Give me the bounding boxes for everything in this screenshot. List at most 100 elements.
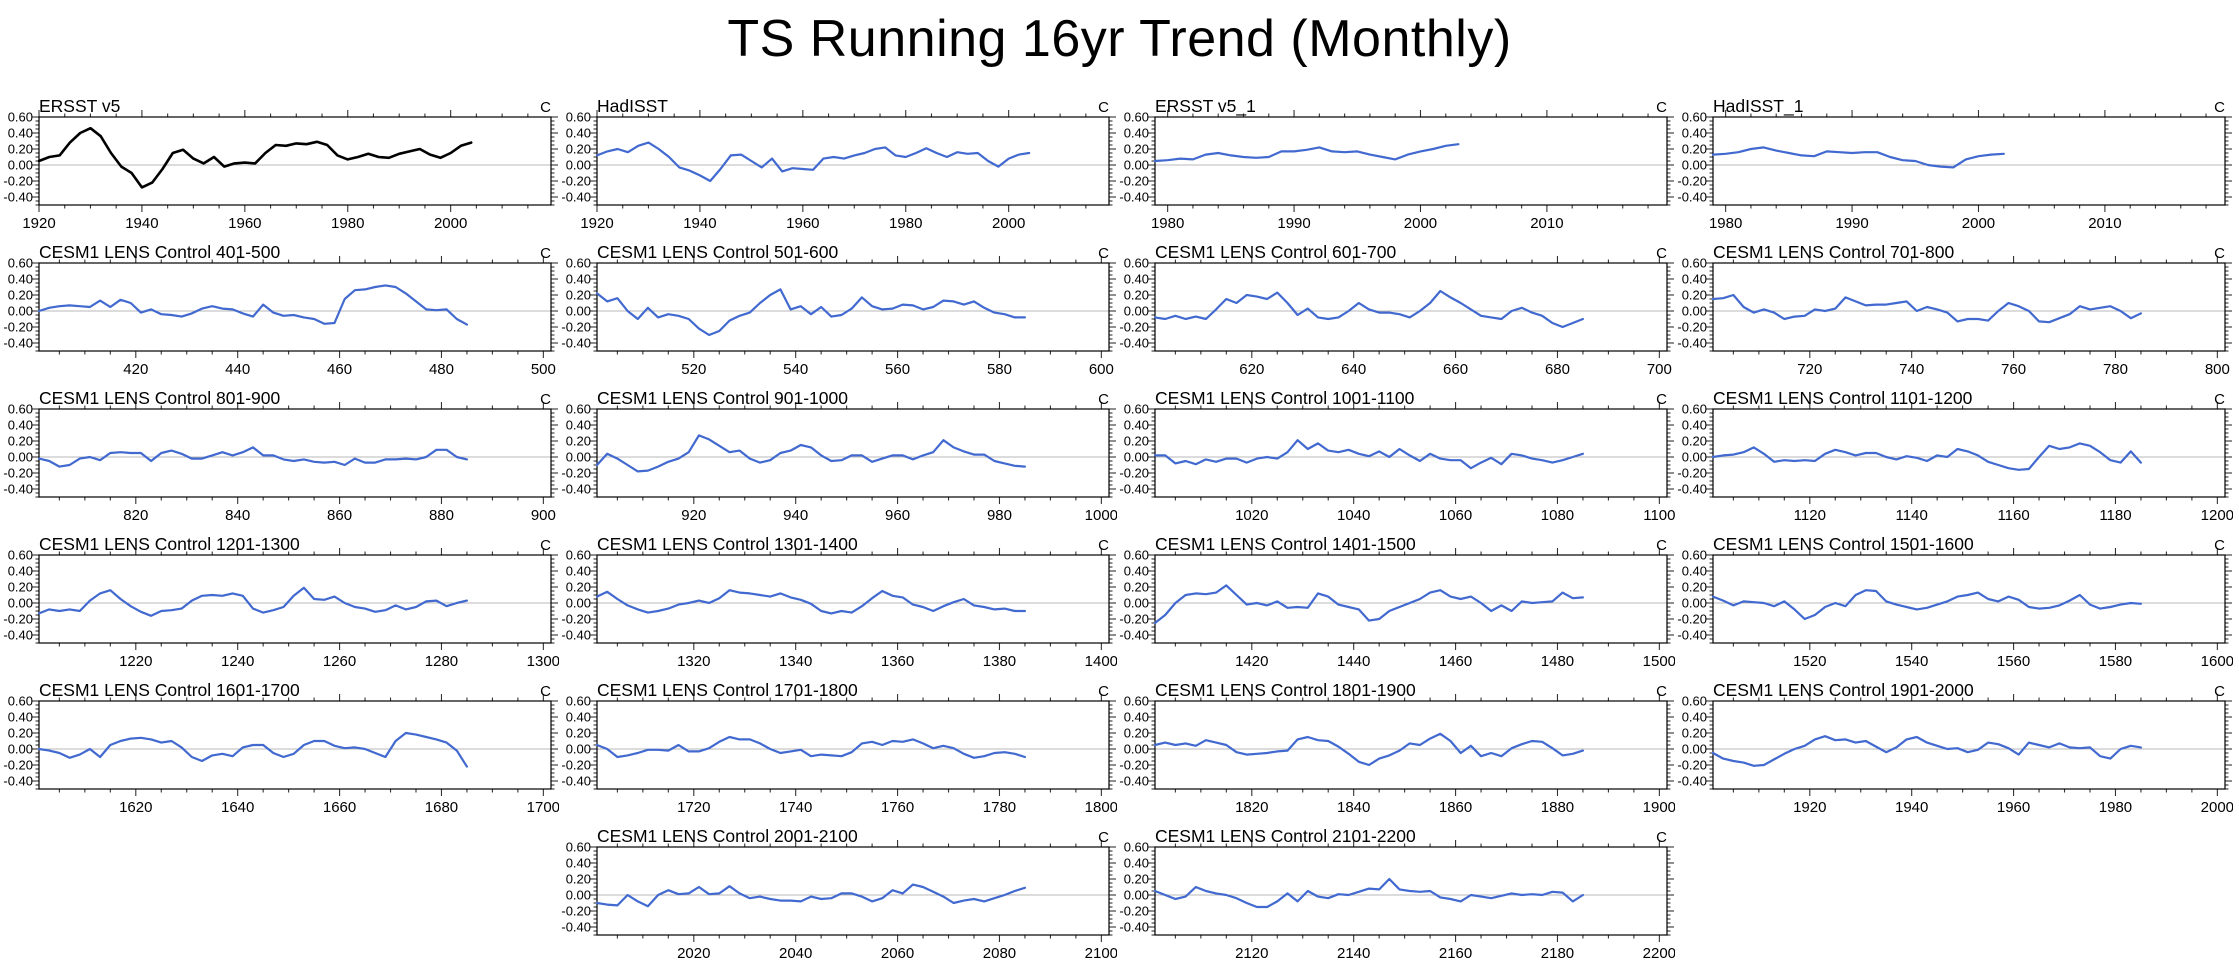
y-tick-label: 0.20	[1682, 142, 1707, 157]
x-tick-labels: 1120 1140 1160 1180 1200	[1794, 507, 2234, 524]
y-tick-label: -0.20	[1677, 466, 1707, 481]
y-tick-label: 0.40	[566, 272, 591, 287]
y-tick-label: 0.40	[1682, 564, 1707, 579]
unit-label: C	[1098, 391, 1109, 408]
y-tick-label: 0.20	[1124, 288, 1149, 303]
x-tick-label: 1760	[881, 799, 914, 816]
trend-panel: 0.60 0.40 0.20 0.00 -0.20 -0.40 820 840 860 880 90…	[1, 388, 559, 535]
y-tick-label: 0.00	[1682, 304, 1707, 319]
panel-title: CESM1 LENS Control 701-800	[1713, 243, 1954, 262]
y-tick-label: 0.60	[8, 548, 33, 563]
y-tick-labels: 0.600.400.200.00-0.20-0.40	[3, 110, 33, 205]
x-tick-labels: 1020 1040 1060 1080 1100	[1235, 507, 1675, 524]
trend-line	[1711, 589, 2142, 621]
y-tick-labels: 0.600.400.200.00-0.20-0.40	[1119, 840, 1149, 935]
y-tick-label: -0.40	[1677, 190, 1707, 205]
trend-panel: 0.60 0.40 0.20 0.00 -0.20 -0.40 2120 2140 2160 21…	[1117, 826, 1676, 973]
y-tick-label: -0.20	[1677, 320, 1707, 335]
y-tick-label: -0.20	[1119, 758, 1149, 773]
x-tick-labels: 1820 1840 1860 1880 1900	[1235, 799, 1676, 816]
x-tick-label: 500	[531, 361, 556, 378]
unit-label: C	[2214, 537, 2225, 554]
y-tick-labels: 0.600.400.200.00-0.20-0.40	[1119, 548, 1149, 643]
trend-panel: 0.60 0.40 0.20 0.00 -0.20 -0.40 1920 1940 1960 19…	[1675, 680, 2234, 827]
plot-group: 0.600.400.200.00-0.20-0.40 620 640 660 680 70…	[1119, 242, 1674, 378]
x-tick-label: 600	[1089, 361, 1114, 378]
trend-panel: 0.60 0.40 0.20 0.00 -0.20 -0.40 1120 1140 1160 11…	[1675, 388, 2234, 535]
trend-line	[1153, 877, 1584, 909]
x-tick-label: 1380	[983, 653, 1016, 670]
y-tick-label: 0.20	[566, 726, 591, 741]
y-tick-label: 0.20	[8, 288, 33, 303]
panel-title: CESM1 LENS Control 1801-1900	[1155, 681, 1416, 700]
x-tick-label: 900	[531, 507, 556, 524]
y-tick-label: -0.20	[3, 466, 33, 481]
trend-line	[37, 731, 468, 768]
x-tick-label: 2100	[1085, 945, 1117, 962]
y-tick-labels: 0.600.400.200.00-0.20-0.40	[1119, 256, 1149, 351]
x-tick-label: 1180	[2099, 507, 2131, 524]
trend-panel: 0.60 0.40 0.20 0.00 -0.20 -0.40 520 540 560 580 60…	[559, 242, 1117, 389]
x-tick-labels: 920 940 960 980 1000	[681, 507, 1118, 524]
y-tick-label: -0.20	[561, 904, 591, 919]
plot-frame	[1712, 408, 2226, 498]
y-tick-label: 0.60	[1124, 694, 1149, 709]
unit-label: C	[1656, 245, 1667, 262]
y-tick-label: 0.00	[8, 596, 33, 611]
y-tick-label: 0.20	[1682, 434, 1707, 449]
y-tick-label: 0.40	[1124, 564, 1149, 579]
trend-line	[1153, 289, 1584, 329]
y-tick-label: -0.20	[1119, 320, 1149, 335]
plot-group: 0.600.400.200.00-0.20-0.40 820 840 860 880 90…	[3, 388, 558, 524]
trend-panel: 0.60 0.40 0.20 0.00 -0.20 -0.40 1020 1040 1060 10…	[1117, 388, 1675, 535]
panel-title: CESM1 LENS Control 401-500	[39, 243, 280, 262]
axis-ticks	[1706, 548, 2232, 650]
x-tick-label: 1980	[1151, 215, 1184, 232]
plot-frame	[38, 700, 552, 790]
y-tick-labels: 0.600.400.200.00-0.20-0.40	[561, 256, 591, 351]
x-tick-labels: 720 740 760 780 800	[1797, 361, 2230, 378]
y-tick-label: 0.40	[566, 710, 591, 725]
y-tick-label: 0.60	[566, 256, 591, 271]
y-tick-label: -0.20	[3, 320, 33, 335]
x-tick-label: 1020	[1235, 507, 1268, 524]
trend-panel: 0.60 0.40 0.20 0.00 -0.20 -0.40 1220 1240 1260 12…	[1, 534, 560, 681]
panel-title: CESM1 LENS Control 2001-2100	[597, 827, 858, 846]
y-tick-label: 0.20	[1682, 726, 1707, 741]
y-tick-label: 0.40	[1124, 418, 1149, 433]
trend-plot-svg: 0.600.400.200.00-0.20-0.40 820 840 860 880 90…	[3, 388, 558, 524]
plot-frame	[596, 408, 1110, 498]
plot-frame	[1154, 408, 1668, 498]
x-tick-label: 2080	[983, 945, 1016, 962]
y-tick-label: 0.00	[566, 742, 591, 757]
x-tick-label: 1660	[323, 799, 356, 816]
axis-ticks	[1706, 694, 2232, 796]
unit-label: C	[1098, 99, 1109, 116]
y-tick-label: -0.40	[561, 336, 591, 351]
axis-ticks	[32, 694, 558, 796]
y-tick-label: -0.40	[561, 774, 591, 789]
y-tick-label: 0.40	[1682, 126, 1707, 141]
y-tick-label: 0.40	[8, 272, 33, 287]
unit-label: C	[2214, 99, 2225, 116]
y-tick-label: -0.20	[1677, 612, 1707, 627]
y-tick-label: 0.20	[8, 142, 33, 157]
y-tick-label: -0.40	[1677, 628, 1707, 643]
panel-title: CESM1 LENS Control 501-600	[597, 243, 838, 262]
x-tick-labels: 1620 1640 1660 1680 1700	[119, 799, 560, 816]
y-tick-label: 0.20	[1124, 142, 1149, 157]
x-tick-label: 1990	[1277, 215, 1310, 232]
x-tick-label: 1440	[1337, 653, 1370, 670]
x-tick-label: 1120	[1794, 507, 1826, 524]
x-tick-label: 1300	[527, 653, 559, 670]
x-tick-label: 1520	[1793, 653, 1826, 670]
